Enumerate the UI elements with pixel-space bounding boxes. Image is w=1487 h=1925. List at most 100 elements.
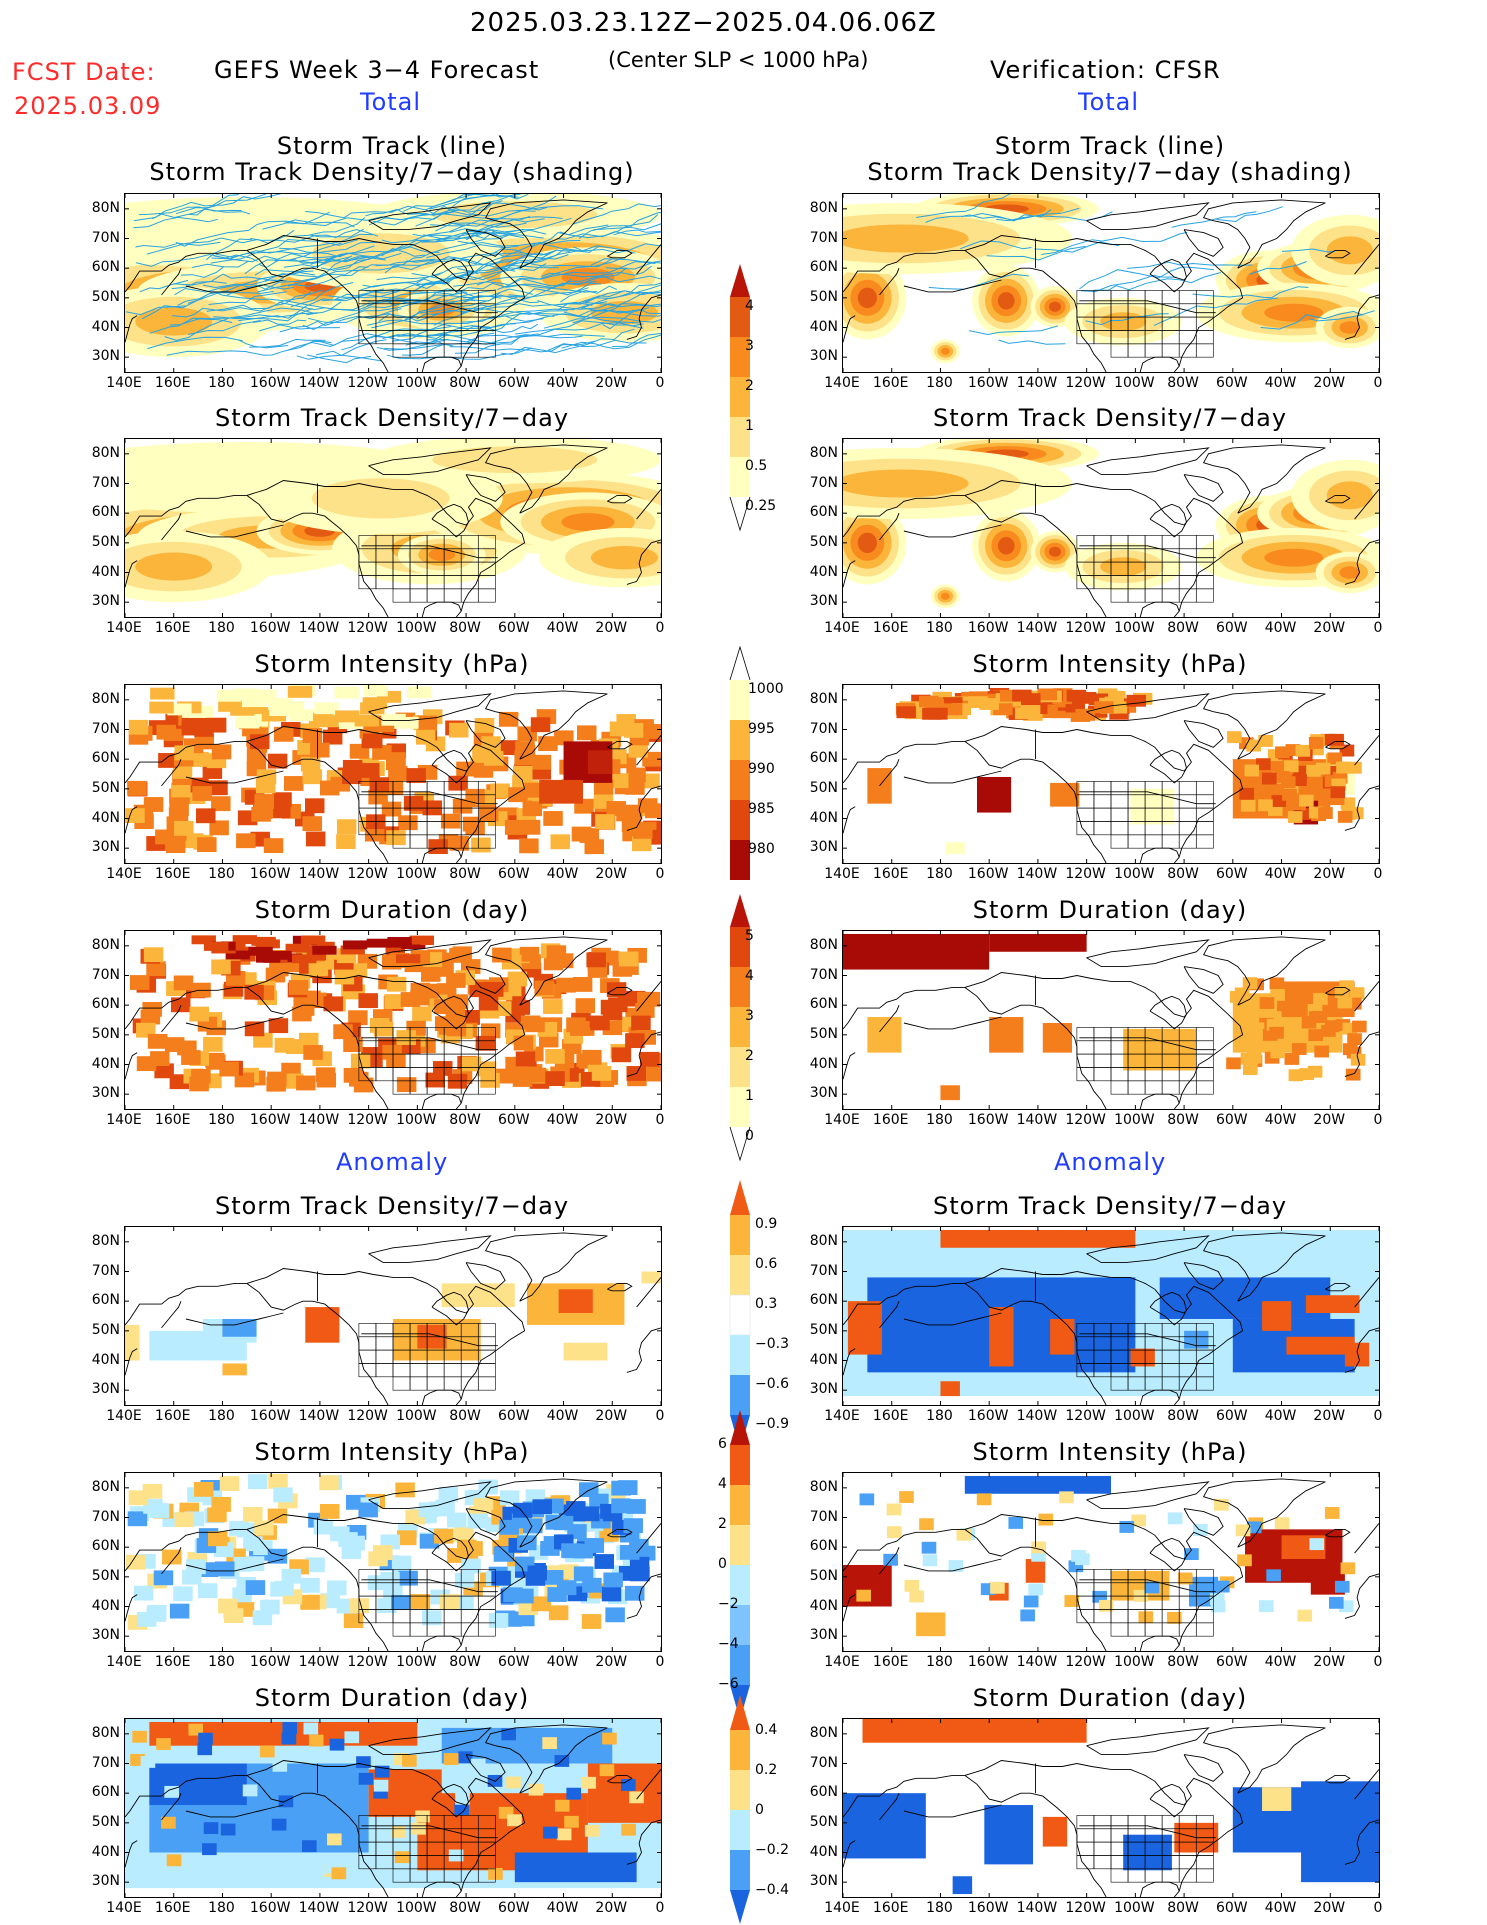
lat-label: 70N: [809, 1262, 838, 1279]
lon-label: 0: [1373, 1900, 1383, 1916]
lat-label: 70N: [809, 229, 838, 246]
lat-label: 30N: [91, 1381, 120, 1398]
panel-title-duration: Storm Duration (day): [254, 896, 530, 924]
lat-label: 70N: [809, 1508, 838, 1525]
map-panel-gefs-duration-anom: [124, 1718, 662, 1898]
lon-label: 180: [208, 375, 235, 391]
lon-label: 20W: [595, 1654, 628, 1670]
panel-title-duration: Storm Duration (day): [972, 896, 1248, 924]
cb-label: 5: [745, 928, 754, 944]
lon-label: 20W: [1313, 1900, 1346, 1916]
lat-label: 80N: [91, 1478, 120, 1495]
lat-label: 70N: [809, 1754, 838, 1771]
cb-label: 0.3: [755, 1296, 778, 1312]
lon-label: 100W: [1114, 866, 1155, 882]
lon-label: 140E: [824, 1654, 860, 1670]
lon-label: 180: [926, 620, 953, 636]
lat-label: 60N: [91, 1784, 120, 1801]
cb-label: 0: [755, 1802, 764, 1818]
lat-label: 40N: [809, 1351, 838, 1368]
lon-label: 160W: [967, 1408, 1009, 1424]
lon-label: 100W: [396, 866, 437, 882]
lat-label: 80N: [91, 936, 120, 953]
lon-label: 0: [1373, 866, 1383, 882]
lat-label: 70N: [91, 1262, 120, 1279]
lon-label: 160E: [154, 1408, 191, 1424]
lat-label: 30N: [809, 1381, 838, 1398]
cb-label: 0.2: [755, 1762, 778, 1778]
lon-label: 0: [1373, 1654, 1383, 1670]
lon-label: 160E: [872, 1654, 909, 1670]
lon-label: 120W: [347, 1408, 388, 1424]
cb-label: 980: [748, 841, 775, 857]
lon-label: 120W: [1065, 1408, 1106, 1424]
lat-label: 50N: [809, 1321, 838, 1338]
lon-label: 100W: [396, 375, 437, 391]
lon-label: 180: [926, 1900, 953, 1916]
lon-label: 40W: [546, 1112, 579, 1128]
lat-label: 80N: [809, 1478, 838, 1495]
cb-label: 995: [748, 721, 775, 737]
lon-label: 160E: [872, 866, 909, 882]
left-anomaly-label: Anomaly: [336, 1148, 449, 1176]
lon-label: 160E: [154, 1900, 191, 1916]
colorbar-anom-density: [729, 1180, 751, 1450]
map-svg: [125, 1227, 661, 1405]
lon-label: 0: [1373, 1112, 1383, 1128]
condition-subtitle: (Center SLP < 1000 hPa): [608, 48, 869, 72]
lat-label: 40N: [91, 1843, 120, 1860]
map-svg: [125, 194, 661, 372]
lat-label: 80N: [91, 690, 120, 707]
lon-label: 20W: [1313, 866, 1346, 882]
lon-label: 140W: [298, 1408, 340, 1424]
lon-label: 160W: [249, 1900, 291, 1916]
lat-label: 60N: [809, 259, 838, 276]
panel-title-shading: Storm Track Density/7−day (shading): [149, 158, 635, 186]
lon-label: 120W: [1065, 1654, 1106, 1670]
cb-label: 0.4: [755, 1722, 778, 1738]
cb-label: 2: [745, 378, 754, 394]
lon-label: 20W: [1313, 620, 1346, 636]
lon-label: 160E: [154, 1654, 191, 1670]
lon-label: 100W: [1114, 620, 1155, 636]
cb-label: 1: [745, 418, 754, 434]
lat-label: 50N: [809, 288, 838, 305]
lat-label: 80N: [91, 1232, 120, 1249]
panel-title-density: Storm Track Density/7−day: [214, 404, 570, 432]
lon-label: 0: [655, 1408, 665, 1424]
lat-label: 50N: [91, 1567, 120, 1584]
lon-label: 140E: [824, 866, 860, 882]
lon-label: 60W: [497, 1112, 530, 1128]
lon-label: 140W: [298, 1654, 340, 1670]
map-svg: [125, 685, 661, 863]
lon-label: 180: [926, 1408, 953, 1424]
map-panel-gefs-track: [124, 193, 662, 373]
lon-label: 160E: [872, 620, 909, 636]
lat-label: 30N: [809, 348, 838, 365]
map-panel-cfsr-duration-anom: [842, 1718, 1380, 1898]
lon-label: 0: [655, 866, 665, 882]
lat-label: 50N: [809, 1567, 838, 1584]
cb-label: 6: [718, 1436, 727, 1452]
map-svg: [843, 1473, 1379, 1651]
lon-label: 180: [208, 1654, 235, 1670]
lon-label: 160W: [967, 1112, 1009, 1128]
lat-label: 70N: [91, 966, 120, 983]
lon-label: 60W: [1215, 866, 1248, 882]
lon-label: 60W: [497, 620, 530, 636]
lon-label: 100W: [1114, 375, 1155, 391]
lon-label: 80W: [449, 866, 481, 882]
lon-label: 40W: [546, 620, 579, 636]
lon-label: 180: [208, 1408, 235, 1424]
lon-label: 160E: [154, 1112, 191, 1128]
lon-label: 140W: [1016, 1408, 1058, 1424]
lon-label: 80W: [1167, 1900, 1199, 1916]
lon-label: 160E: [872, 1900, 909, 1916]
lon-label: 60W: [497, 1654, 530, 1670]
cb-label: −0.6: [755, 1376, 789, 1392]
lon-label: 60W: [1215, 1900, 1248, 1916]
lon-label: 180: [208, 1900, 235, 1916]
lon-label: 80W: [1167, 1654, 1199, 1670]
lon-label: 140E: [824, 1408, 860, 1424]
map-panel-gefs-density-anom: [124, 1226, 662, 1406]
